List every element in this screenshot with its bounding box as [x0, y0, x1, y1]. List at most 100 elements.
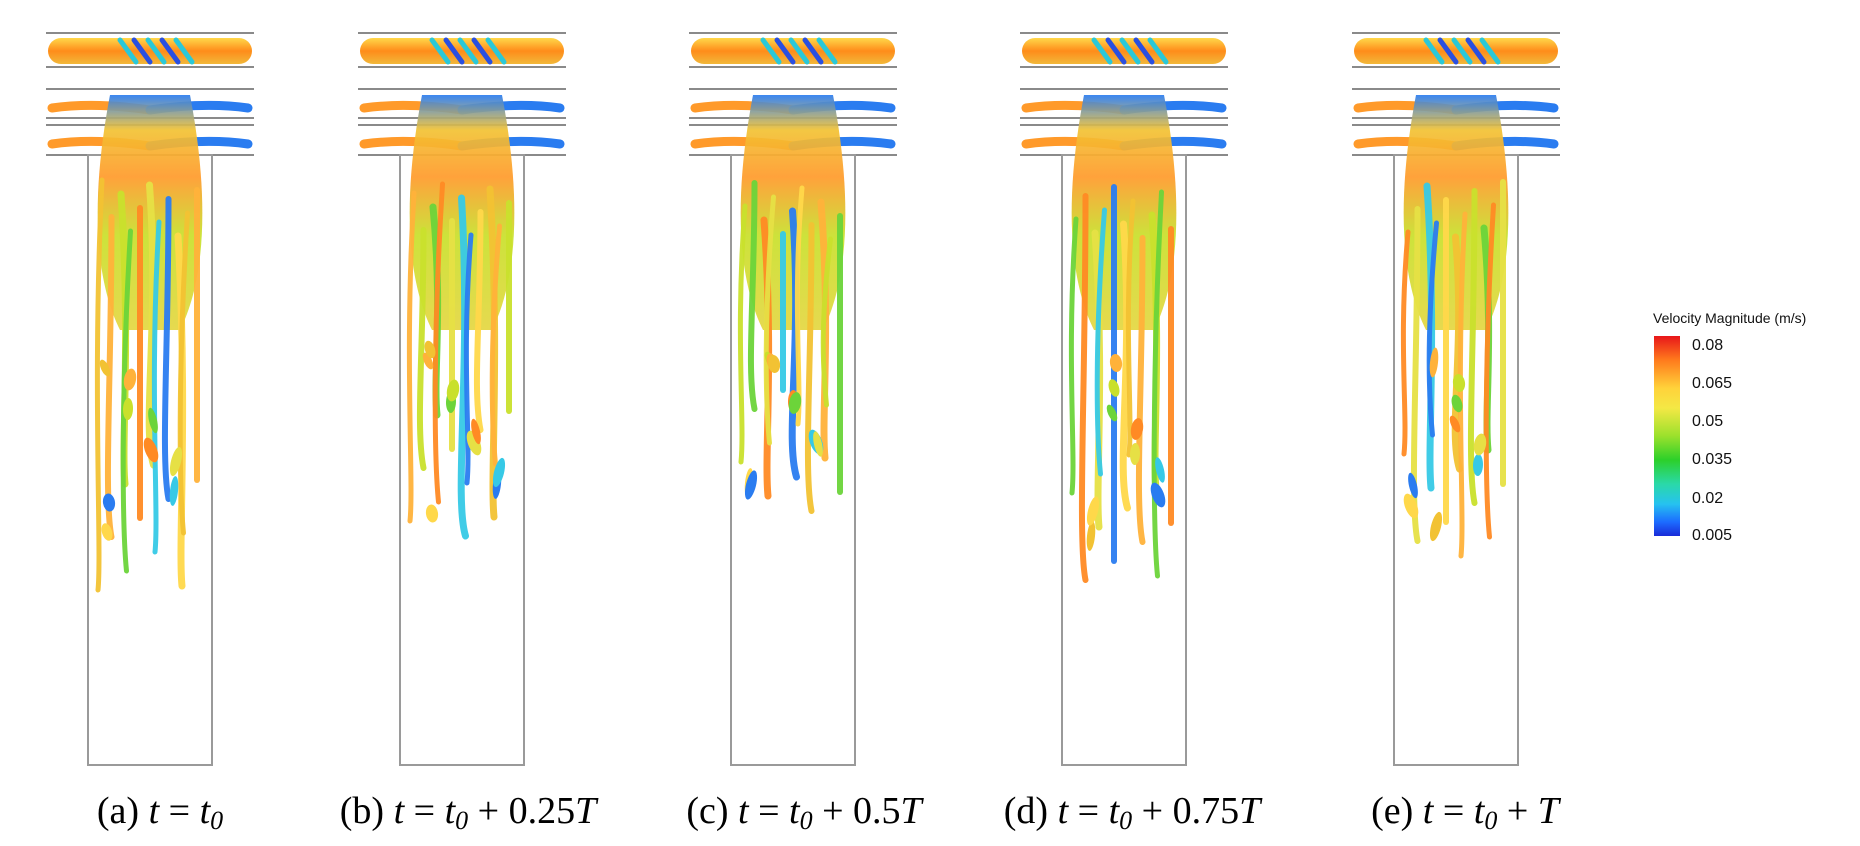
vortex-blob — [1472, 454, 1484, 476]
vortex-filament — [463, 232, 474, 486]
vortex-panel — [358, 32, 566, 766]
caption-a: (a) t = t0 — [96, 790, 224, 835]
colorbar-scale — [1654, 336, 1680, 536]
vortex-filament — [120, 228, 133, 574]
caption-d: (d) t = t0 + 0.75T — [1003, 790, 1261, 835]
vortex-blob — [813, 431, 823, 457]
vortex-blob — [1106, 404, 1118, 422]
vortex-filament — [1426, 220, 1439, 438]
vortex-blob — [788, 392, 802, 414]
vortex-blob — [102, 493, 116, 512]
rotor-streak — [443, 37, 465, 65]
vortex-filament — [737, 203, 748, 465]
caption-e: (e) t = t0 + T — [1371, 790, 1559, 835]
vortex-filament — [804, 222, 815, 514]
rotor-streak — [1105, 37, 1127, 65]
rotor-streak — [145, 37, 167, 65]
vortex-blob — [767, 355, 781, 373]
vortex-filament — [473, 209, 484, 433]
rotor-streak — [1133, 37, 1155, 65]
colorbar-tick-4: 0.02 — [1692, 490, 1724, 507]
rotor-streak — [1147, 37, 1169, 65]
vortex-filament — [1467, 188, 1478, 506]
vortex-filament — [1400, 229, 1411, 457]
rotor-streak — [429, 37, 451, 65]
vortex-blob — [744, 470, 758, 500]
rotor-streak — [485, 37, 507, 65]
rotor-streak — [1465, 37, 1487, 65]
rotor-streak — [760, 37, 782, 65]
vortex-blob — [422, 352, 434, 370]
vortex-blob — [1129, 443, 1141, 465]
vortex-filament — [1457, 211, 1468, 559]
rotor-streak — [816, 37, 838, 65]
colorbar-tick-0: 0.08 — [1692, 337, 1724, 354]
vortex-blob — [1109, 354, 1123, 372]
rotor-streak — [131, 37, 153, 65]
vortex-filament — [1078, 193, 1089, 583]
colorbar-tick-1: 0.065 — [1692, 375, 1733, 392]
vortex-blob — [1429, 347, 1439, 378]
vortex-blob — [169, 446, 183, 477]
vortex-blob — [99, 359, 111, 377]
colorbar-tick-5: 0.005 — [1692, 527, 1733, 544]
vortex-filament — [406, 190, 417, 524]
vortex-filament — [1068, 216, 1079, 496]
vortex-blob — [471, 418, 481, 445]
rotor-disk — [48, 38, 252, 64]
colorbar-legend: Velocity Magnitude (m/s) 0.08 0.065 0.05… — [1650, 310, 1850, 550]
vortex-blob — [492, 457, 506, 488]
vortex-blob — [1130, 418, 1144, 440]
rotor-streak — [802, 37, 824, 65]
vortex-blob — [1150, 482, 1166, 508]
rotor-streak — [471, 37, 493, 65]
vortex-panel — [689, 32, 897, 766]
vortex-filament — [432, 181, 445, 505]
rotor-disk — [1022, 38, 1226, 64]
vortex-blob — [169, 476, 179, 506]
vortex-blob — [1473, 433, 1487, 456]
vortex-blob — [425, 504, 439, 523]
rotor-streak — [173, 37, 195, 65]
vortex-filament — [1151, 189, 1164, 579]
vortex-blob — [123, 368, 137, 391]
rotor-streak — [117, 37, 139, 65]
vortex-blob — [1452, 374, 1466, 392]
rotor-streak — [1091, 37, 1113, 65]
vortex-filament — [1483, 202, 1496, 540]
rotor-disk — [691, 38, 895, 64]
vortex-filament — [151, 219, 162, 555]
vortex-panel — [1020, 32, 1228, 766]
vortex-filament — [1119, 220, 1131, 512]
rotor-streak — [774, 37, 796, 65]
colorbar-tick-3: 0.035 — [1692, 451, 1733, 468]
vortex-filament — [161, 196, 172, 502]
caption-b: (b) t = t0 + 0.25T — [339, 790, 597, 835]
vortex-blob — [1155, 457, 1165, 483]
rotor-streak — [788, 37, 810, 65]
vortex-blob — [122, 398, 134, 420]
vortex-filament — [1125, 198, 1136, 458]
vortex-filament — [747, 180, 758, 412]
rotor-streak — [1119, 37, 1141, 65]
vortex-blob — [1108, 379, 1120, 397]
vortex-panel — [46, 32, 254, 766]
vortex-blob — [1403, 493, 1419, 519]
rotor-streak — [1451, 37, 1473, 65]
rotor-streak — [457, 37, 479, 65]
colorbar-tick-2: 0.05 — [1692, 413, 1724, 430]
rotor-disk — [360, 38, 564, 64]
vortex-blob — [148, 407, 158, 434]
rotor-streak — [1437, 37, 1459, 65]
vortex-blob — [446, 379, 460, 402]
vortex-blob — [1429, 511, 1443, 542]
rotor-disk — [1354, 38, 1558, 64]
vortex-filament — [177, 210, 190, 536]
vortex-filament — [1135, 235, 1146, 545]
vortex-filament — [788, 207, 800, 481]
vortex-blob — [424, 340, 436, 359]
vortex-blob — [1086, 521, 1096, 551]
vortex-filament — [94, 177, 105, 593]
